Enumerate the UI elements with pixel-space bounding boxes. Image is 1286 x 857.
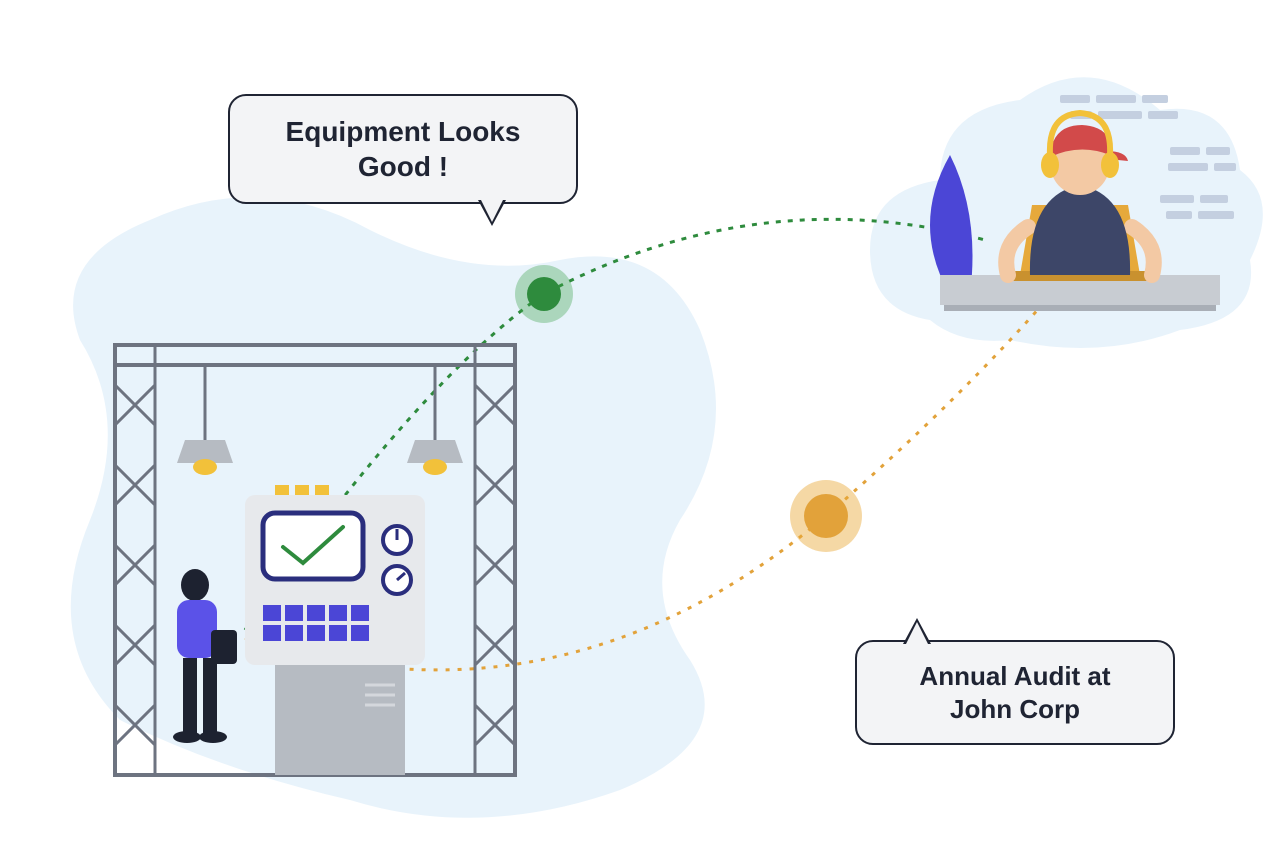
bubble-equipment-text: Equipment Looks Good ! (286, 116, 521, 182)
blob-left (71, 197, 716, 818)
infographic-stage: Equipment Looks Good ! Annual Audit at J… (0, 0, 1286, 857)
bubble-audit-text: Annual Audit at John Corp (919, 661, 1110, 724)
remote-worker-illustration (930, 95, 1236, 311)
blob-right (870, 77, 1263, 348)
lamp-right-icon (407, 367, 463, 475)
speech-bubble-audit: Annual Audit at John Corp (855, 640, 1175, 745)
inspector-person-icon (173, 569, 237, 743)
waypoint-green-icon (515, 265, 573, 323)
bubble-tail-icon (478, 200, 506, 226)
bubble-tail-icon (903, 618, 931, 644)
lamp-left-icon (177, 367, 233, 475)
factory-illustration (115, 345, 515, 775)
path-green (245, 219, 985, 630)
path-orange (245, 290, 1055, 670)
waypoint-orange-icon (790, 480, 862, 552)
speech-bubble-equipment: Equipment Looks Good ! (228, 94, 578, 204)
